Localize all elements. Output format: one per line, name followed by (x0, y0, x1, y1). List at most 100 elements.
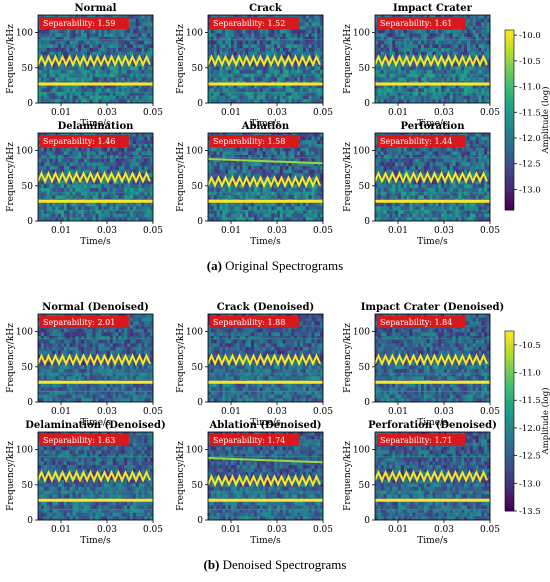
heatmap-cell (231, 166, 234, 170)
heatmap-cell (119, 155, 122, 159)
heatmap-cell (47, 44, 50, 48)
heatmap-cell (144, 37, 147, 41)
heatmap-cell (147, 162, 150, 166)
heatmap-cell (375, 33, 378, 37)
heatmap-cell (225, 151, 228, 155)
heatmap-cell (303, 22, 306, 26)
heatmap-cell (220, 37, 223, 41)
heatmap-cell (481, 48, 484, 52)
heatmap-cell (64, 96, 67, 100)
heatmap-cell (306, 41, 309, 45)
heatmap-cell (214, 33, 217, 37)
heatmap-cell (243, 37, 246, 41)
heatmap-cell (84, 195, 87, 199)
heatmap-cell (237, 70, 240, 74)
heatmap-cell (107, 52, 110, 56)
heatmap-cell (467, 74, 470, 78)
heatmap-cell (430, 55, 433, 59)
heatmap-cell (260, 155, 263, 159)
heatmap-cell (297, 166, 300, 170)
heatmap-cell (415, 52, 418, 56)
heatmap-cell (73, 48, 76, 52)
heatmap-cell (136, 206, 139, 210)
heatmap-cell (127, 70, 130, 74)
heatmap-cell (110, 184, 113, 188)
heatmap-cell (424, 30, 427, 34)
heatmap-cell (234, 162, 237, 166)
heatmap-cell (70, 88, 73, 92)
heatmap-cell (271, 44, 274, 48)
heatmap-cell (289, 192, 292, 196)
heatmap-cell (133, 33, 136, 37)
heatmap-cell (142, 77, 145, 81)
heatmap-cell (245, 88, 248, 92)
heatmap-cell (274, 33, 277, 37)
heatmap-cell (317, 37, 320, 41)
heatmap-cell (67, 41, 70, 45)
heatmap-cell (119, 192, 122, 196)
heatmap-cell (266, 41, 269, 45)
heatmap-cell (289, 166, 292, 170)
heatmap-cell (300, 77, 303, 81)
heatmap-cell (222, 188, 225, 192)
heatmap-cell (309, 140, 312, 144)
heatmap-cell (300, 88, 303, 92)
heatmap-cell (268, 148, 271, 152)
heatmap-cell (271, 52, 274, 56)
heatmap-cell (84, 44, 87, 48)
heatmap-cell (119, 74, 122, 78)
heatmap-cell (104, 70, 107, 74)
heatmap-cell (110, 37, 113, 41)
heatmap-cell (277, 148, 280, 152)
heatmap-cell (314, 151, 317, 155)
heatmap-cell (41, 70, 44, 74)
heatmap-cell (38, 88, 41, 92)
y-tick-label: 100 (186, 29, 203, 39)
heatmap-cell (107, 66, 110, 70)
heatmap-cell (98, 206, 101, 210)
heatmap-cell (384, 77, 387, 81)
heatmap-cell (240, 66, 243, 70)
heatmap-cell (78, 155, 81, 159)
heatmap-cell (456, 37, 459, 41)
heatmap-cell (73, 162, 76, 166)
heatmap-cell (240, 44, 243, 48)
heatmap-cell (107, 159, 110, 163)
heatmap-cell (116, 155, 119, 159)
heatmap-cell (136, 162, 139, 166)
heatmap-cell (44, 30, 47, 34)
y-tick-label: 100 (353, 29, 370, 39)
heatmap-cell (121, 33, 124, 37)
heatmap-cell (263, 41, 266, 45)
heatmap-cell (116, 66, 119, 70)
heatmap-cell (254, 206, 257, 210)
heatmap-cell (243, 203, 246, 207)
heatmap-cell (245, 170, 248, 174)
heatmap-cell (314, 192, 317, 196)
heatmap-cell (303, 133, 306, 137)
heatmap-cell (38, 37, 41, 41)
heatmap-cell (289, 203, 292, 207)
heatmap-cell (110, 162, 113, 166)
heatmap-cell (306, 170, 309, 174)
heatmap-cell (245, 74, 248, 78)
heatmap-cell (222, 33, 225, 37)
heatmap-cell (237, 151, 240, 155)
heatmap-cell (130, 22, 133, 26)
heatmap-cell (130, 192, 133, 196)
heatmap-cell (50, 159, 53, 163)
heatmap-cell (303, 66, 306, 70)
heatmap-cell (67, 166, 70, 170)
heatmap-cell (127, 206, 130, 210)
heatmap-cell (240, 188, 243, 192)
heatmap-cell (248, 170, 251, 174)
heatmap-cell (294, 48, 297, 52)
heatmap-cell (375, 41, 378, 45)
heatmap-cell (208, 74, 211, 78)
heatmap-cell (214, 170, 217, 174)
heatmap-cell (228, 52, 231, 56)
heatmap-cell (271, 188, 274, 192)
heatmap-cell (214, 66, 217, 70)
heatmap-cell (387, 88, 390, 92)
